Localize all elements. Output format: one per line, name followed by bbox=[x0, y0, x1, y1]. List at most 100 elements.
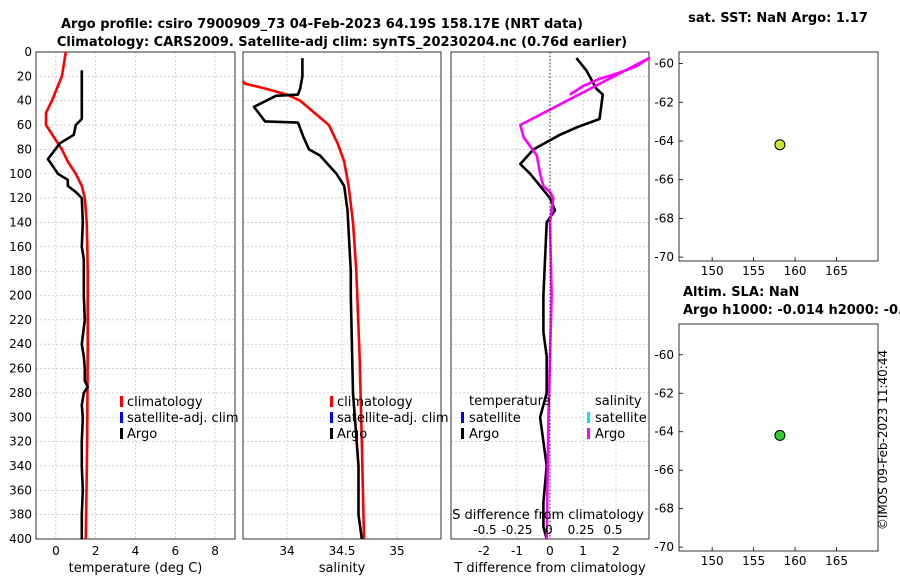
diff-series-salinity-argo bbox=[518, 56, 651, 540]
depth-tick-label: 80 bbox=[17, 142, 32, 156]
imos-watermark: ©IMOS 09-Feb-2023 11:40:44 bbox=[876, 350, 890, 530]
temp-xtick-label: 6 bbox=[171, 544, 179, 558]
depth-tick-label: 200 bbox=[9, 289, 32, 303]
sat-map-ytick-label: -66 bbox=[654, 173, 674, 187]
temp-legend-label: Argo bbox=[127, 427, 157, 442]
depth-tick-label: 40 bbox=[17, 94, 32, 108]
altim-map-profile-marker bbox=[774, 429, 786, 441]
altim-map-axes-box bbox=[678, 323, 879, 552]
depth-tick-label: 60 bbox=[17, 118, 32, 132]
sal-legend-swatch bbox=[330, 412, 333, 423]
diff-legend-temp-swatch bbox=[461, 412, 464, 423]
depth-tick-label: 220 bbox=[9, 313, 32, 327]
altim-map-ytick-label: -64 bbox=[654, 425, 674, 439]
altim-map-ytick-label: -70 bbox=[654, 540, 674, 554]
diff-legend-sal-label: Argo bbox=[595, 427, 625, 442]
diff-xtick-label: 0 bbox=[546, 544, 554, 558]
depth-tick-label: 320 bbox=[9, 435, 32, 449]
altim-map-xtick-label: 165 bbox=[825, 554, 848, 568]
sal-legend-label: satellite-adj. clim bbox=[337, 411, 449, 426]
difference-panel: -2 -1 0 1 2 T difference from climatology S di… bbox=[450, 51, 651, 576]
depth-tick-label: 260 bbox=[9, 362, 32, 376]
altim-map-title-line1: Altim. SLA: NaN bbox=[683, 285, 799, 300]
altim-map-ytick-label: -68 bbox=[654, 502, 674, 516]
sal-xtick-label: 34 bbox=[279, 544, 294, 558]
sal-xlabel: salinity bbox=[319, 561, 366, 576]
temp-legend-label: satellite-adj. clim bbox=[127, 411, 239, 426]
depth-tick-label: 0 bbox=[24, 45, 32, 59]
diff-legend-temp-label: Argo bbox=[469, 427, 499, 442]
altim-map-xtick-label: 155 bbox=[742, 554, 765, 568]
altim-map-ytick-label: -60 bbox=[654, 348, 674, 362]
temp-xlabel: temperature (deg C) bbox=[69, 561, 203, 576]
temp-legend-label: climatology bbox=[127, 395, 203, 410]
temp-series-argo bbox=[46, 70, 89, 539]
salinity-panel: 34 34.5 35 salinity climatologysatellite-adj… bbox=[242, 51, 449, 576]
depth-tick-label: 140 bbox=[9, 215, 32, 229]
sat-map-xtick-label: 155 bbox=[742, 264, 765, 278]
diff-top-tick-label: -0.5 bbox=[473, 523, 496, 537]
sal-series-argo bbox=[252, 58, 364, 540]
sal-series-climatology bbox=[242, 80, 366, 540]
sal-legend-label: Argo bbox=[337, 427, 367, 442]
diff-xtick-label: -2 bbox=[478, 544, 490, 558]
temp-legend-swatch bbox=[120, 396, 123, 407]
depth-tick-label: 340 bbox=[9, 459, 32, 473]
temp-xtick-label: 0 bbox=[52, 544, 60, 558]
sat-map-axes-box bbox=[678, 51, 879, 262]
sat-map-ytick-label: -60 bbox=[654, 57, 674, 71]
temp-axes-box bbox=[35, 51, 236, 540]
diff-xlabel: T difference from climatology bbox=[453, 561, 646, 576]
diff-top-tick-label: 0 bbox=[545, 523, 553, 537]
diff-series-temperature-argo bbox=[518, 57, 605, 540]
altim-map-xtick-label: 150 bbox=[701, 554, 724, 568]
temp-xtick-label: 2 bbox=[92, 544, 100, 558]
sal-axes-box bbox=[242, 51, 442, 540]
diff-xtick-label: 1 bbox=[579, 544, 587, 558]
temperature-panel: 0204060801001201401601802002202402602803… bbox=[9, 45, 239, 576]
sat-map-ytick-label: -64 bbox=[654, 134, 674, 148]
sat-map-xtick-label: 160 bbox=[784, 264, 807, 278]
depth-tick-label: 120 bbox=[9, 191, 32, 205]
sat-map-xtick-label: 165 bbox=[825, 264, 848, 278]
figure-title-line1: Argo profile: csiro 7900909_73 04-Feb-20… bbox=[61, 17, 583, 32]
sal-xtick-label: 34.5 bbox=[329, 544, 356, 558]
diff-legend-temp-label: satellite bbox=[469, 411, 521, 426]
depth-tick-label: 240 bbox=[9, 337, 32, 351]
altimetry-map-panel: -60 -62 -64 -66 -68 -70 150 155 160 165 Altim. SLA… bbox=[654, 285, 900, 568]
depth-tick-label: 100 bbox=[9, 167, 32, 181]
altim-map-title-line2: Argo h1000: -0.014 h2000: -0.022 bbox=[683, 303, 900, 318]
diff-top-label: S difference from climatology bbox=[452, 508, 644, 523]
depth-tick-label: 360 bbox=[9, 483, 32, 497]
sat-map-ytick-label: -70 bbox=[654, 250, 674, 264]
sal-legend-swatch bbox=[330, 428, 333, 439]
diff-top-tick-label: -0.25 bbox=[501, 523, 532, 537]
depth-tick-label: 280 bbox=[9, 386, 32, 400]
depth-tick-label: 180 bbox=[9, 264, 32, 278]
sat-map-ytick-label: -62 bbox=[654, 95, 674, 109]
sat-map-profile-marker bbox=[774, 139, 786, 151]
temp-legend-swatch bbox=[120, 412, 123, 423]
diff-legend-sal-swatch bbox=[587, 412, 590, 423]
temp-legend-swatch bbox=[120, 428, 123, 439]
depth-tick-label: 20 bbox=[17, 69, 32, 83]
diff-legend-sal-label: satellite bbox=[595, 411, 647, 426]
diff-xtick-label: -1 bbox=[511, 544, 523, 558]
temp-xtick-label: 4 bbox=[132, 544, 140, 558]
sat-map-title-line1: sat. SST: NaN Argo: 1.17 bbox=[688, 11, 868, 26]
diff-top-tick-label: 0.5 bbox=[603, 523, 622, 537]
diff-legend-temp-swatch bbox=[461, 428, 464, 439]
depth-tick-label: 300 bbox=[9, 410, 32, 424]
diff-top-tick-label: 0.25 bbox=[568, 523, 595, 537]
sat-map-ytick-label: -68 bbox=[654, 211, 674, 225]
altim-map-xtick-label: 160 bbox=[784, 554, 807, 568]
sal-xtick-label: 35 bbox=[389, 544, 404, 558]
diff-xtick-label: 2 bbox=[612, 544, 620, 558]
diff-legend-temp-header: temperature bbox=[469, 394, 551, 409]
altim-map-ytick-label: -62 bbox=[654, 386, 674, 400]
depth-tick-label: 400 bbox=[9, 532, 32, 546]
depth-tick-label: 160 bbox=[9, 240, 32, 254]
diff-legend-sal-swatch bbox=[587, 428, 590, 439]
temp-xtick-label: 8 bbox=[211, 544, 219, 558]
